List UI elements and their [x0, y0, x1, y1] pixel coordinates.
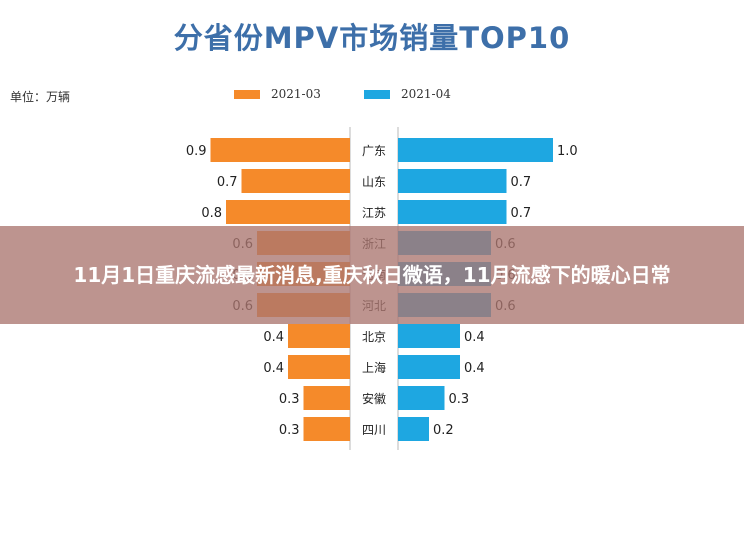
chart-title-bar: 分省份MPV市场销量TOP10: [0, 0, 744, 72]
data-label-2021-04-6: 0.4: [464, 330, 485, 345]
bar-2021-04-8: [398, 386, 445, 410]
bar-2021-03-2: [226, 200, 350, 224]
bar-2021-04-0: [398, 138, 553, 162]
category-label-0: 广东: [362, 144, 386, 158]
data-label-2021-03-7: 0.4: [263, 361, 284, 376]
data-label-2021-04-8: 0.3: [449, 392, 470, 407]
unit-label: 单位：万辆: [10, 90, 71, 104]
bar-2021-03-9: [303, 417, 350, 441]
bar-2021-04-7: [398, 355, 460, 379]
legend-label-2021-04: 2021-04: [401, 87, 451, 101]
headline-text: 11月1日重庆流感最新消息,重庆秋日微语，11月流感下的暖心日常: [73, 263, 671, 287]
data-label-2021-04-7: 0.4: [464, 361, 485, 376]
category-label-8: 安徽: [362, 391, 386, 406]
category-label-6: 北京: [362, 330, 386, 344]
data-label-2021-04-9: 0.2: [433, 423, 454, 438]
bar-2021-03-8: [303, 386, 350, 410]
data-label-2021-04-1: 0.7: [511, 175, 532, 190]
bar-2021-04-6: [398, 324, 460, 348]
bar-2021-04-9: [398, 417, 429, 441]
data-label-2021-03-6: 0.4: [263, 330, 284, 345]
bar-2021-03-6: [288, 324, 350, 348]
category-label-7: 上海: [362, 360, 386, 375]
bar-2021-03-7: [288, 355, 350, 379]
legend-label-2021-03: 2021-03: [271, 87, 321, 101]
legend-swatch-2021-03: [234, 89, 260, 99]
legend-item-2021-03: 2021-03: [234, 86, 321, 102]
headline-banner: 11月1日重庆流感最新消息,重庆秋日微语，11月流感下的暖心日常: [0, 226, 744, 324]
data-label-2021-03-1: 0.7: [217, 175, 238, 190]
data-label-2021-04-0: 1.0: [557, 144, 578, 159]
data-label-2021-03-9: 0.3: [279, 423, 300, 438]
bar-2021-04-1: [398, 169, 507, 193]
data-label-2021-03-0: 0.9: [186, 144, 207, 159]
category-label-9: 四川: [362, 423, 386, 437]
category-label-2: 江苏: [362, 206, 386, 220]
legend-swatch-2021-04: [364, 89, 390, 99]
legend-item-2021-04: 2021-04: [364, 86, 451, 102]
data-label-2021-04-2: 0.7: [511, 206, 532, 221]
data-label-2021-03-2: 0.8: [201, 206, 222, 221]
bar-2021-04-2: [398, 200, 507, 224]
category-label-1: 山东: [362, 175, 386, 189]
data-label-2021-03-8: 0.3: [279, 392, 300, 407]
chart-title: 分省份MPV市场销量TOP10: [173, 21, 571, 55]
bar-2021-03-1: [241, 169, 350, 193]
bar-2021-03-0: [210, 138, 350, 162]
